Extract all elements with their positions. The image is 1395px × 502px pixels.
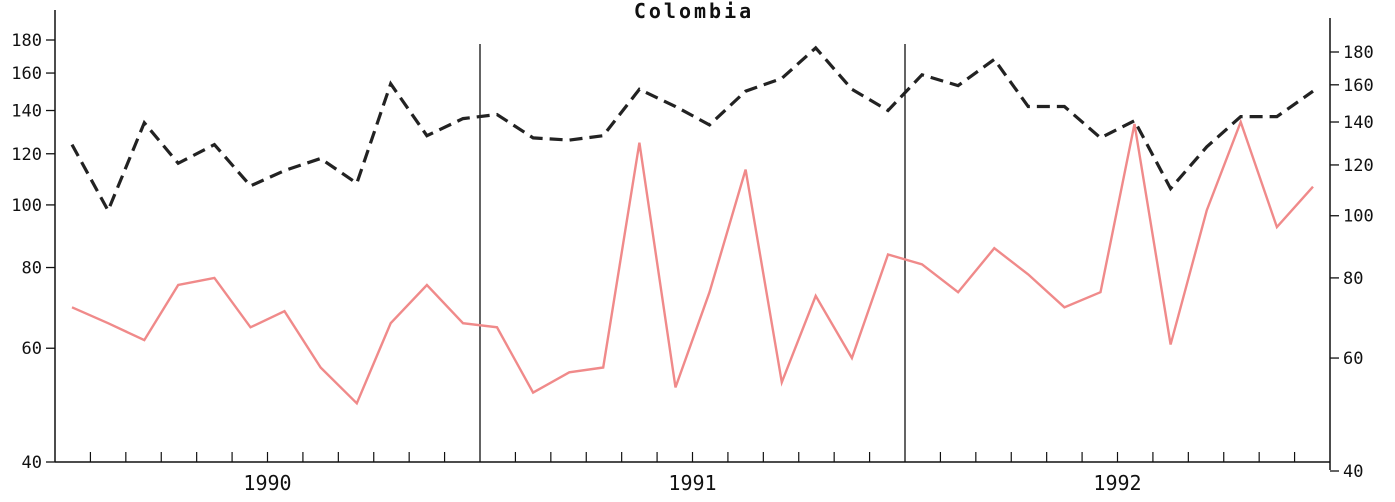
right-tick-label: 80 xyxy=(1343,269,1363,289)
left-tick-label: 140 xyxy=(11,102,42,122)
right-tick-label: 160 xyxy=(1343,76,1374,96)
left-y-axis: 40 60 80 100 120 140 160 180 xyxy=(11,31,55,473)
axes xyxy=(54,10,1331,470)
left-tick-label: 80 xyxy=(22,259,42,279)
right-y-axis: 40 60 80 100 120 140 160 180 xyxy=(1330,43,1374,482)
right-tick-label: 100 xyxy=(1343,207,1374,227)
right-tick-label: 40 xyxy=(1343,462,1363,482)
right-tick-label: 180 xyxy=(1343,43,1374,63)
right-tick-label: 140 xyxy=(1343,113,1374,133)
left-tick-label: 180 xyxy=(11,31,42,51)
year-label-1991: 1991 xyxy=(668,471,716,495)
right-tick-label: 120 xyxy=(1343,156,1374,176)
series-line-dashed xyxy=(70,45,1314,215)
left-tick-label: 160 xyxy=(11,64,42,84)
left-tick-label: 40 xyxy=(22,453,42,473)
chart-title: Colombia xyxy=(634,0,754,23)
right-tick-label: 60 xyxy=(1343,349,1363,369)
left-tick-label: 100 xyxy=(11,196,42,216)
year-label-1990: 1990 xyxy=(243,471,291,495)
year-label-1992: 1992 xyxy=(1093,471,1141,495)
left-tick-label: 120 xyxy=(11,145,42,165)
series-line-solid xyxy=(71,118,1314,406)
x-axis: 1990 1991 1992 xyxy=(89,452,1296,495)
left-tick-label: 60 xyxy=(22,339,42,359)
year-dividers xyxy=(479,44,906,462)
series-layer xyxy=(70,45,1314,406)
